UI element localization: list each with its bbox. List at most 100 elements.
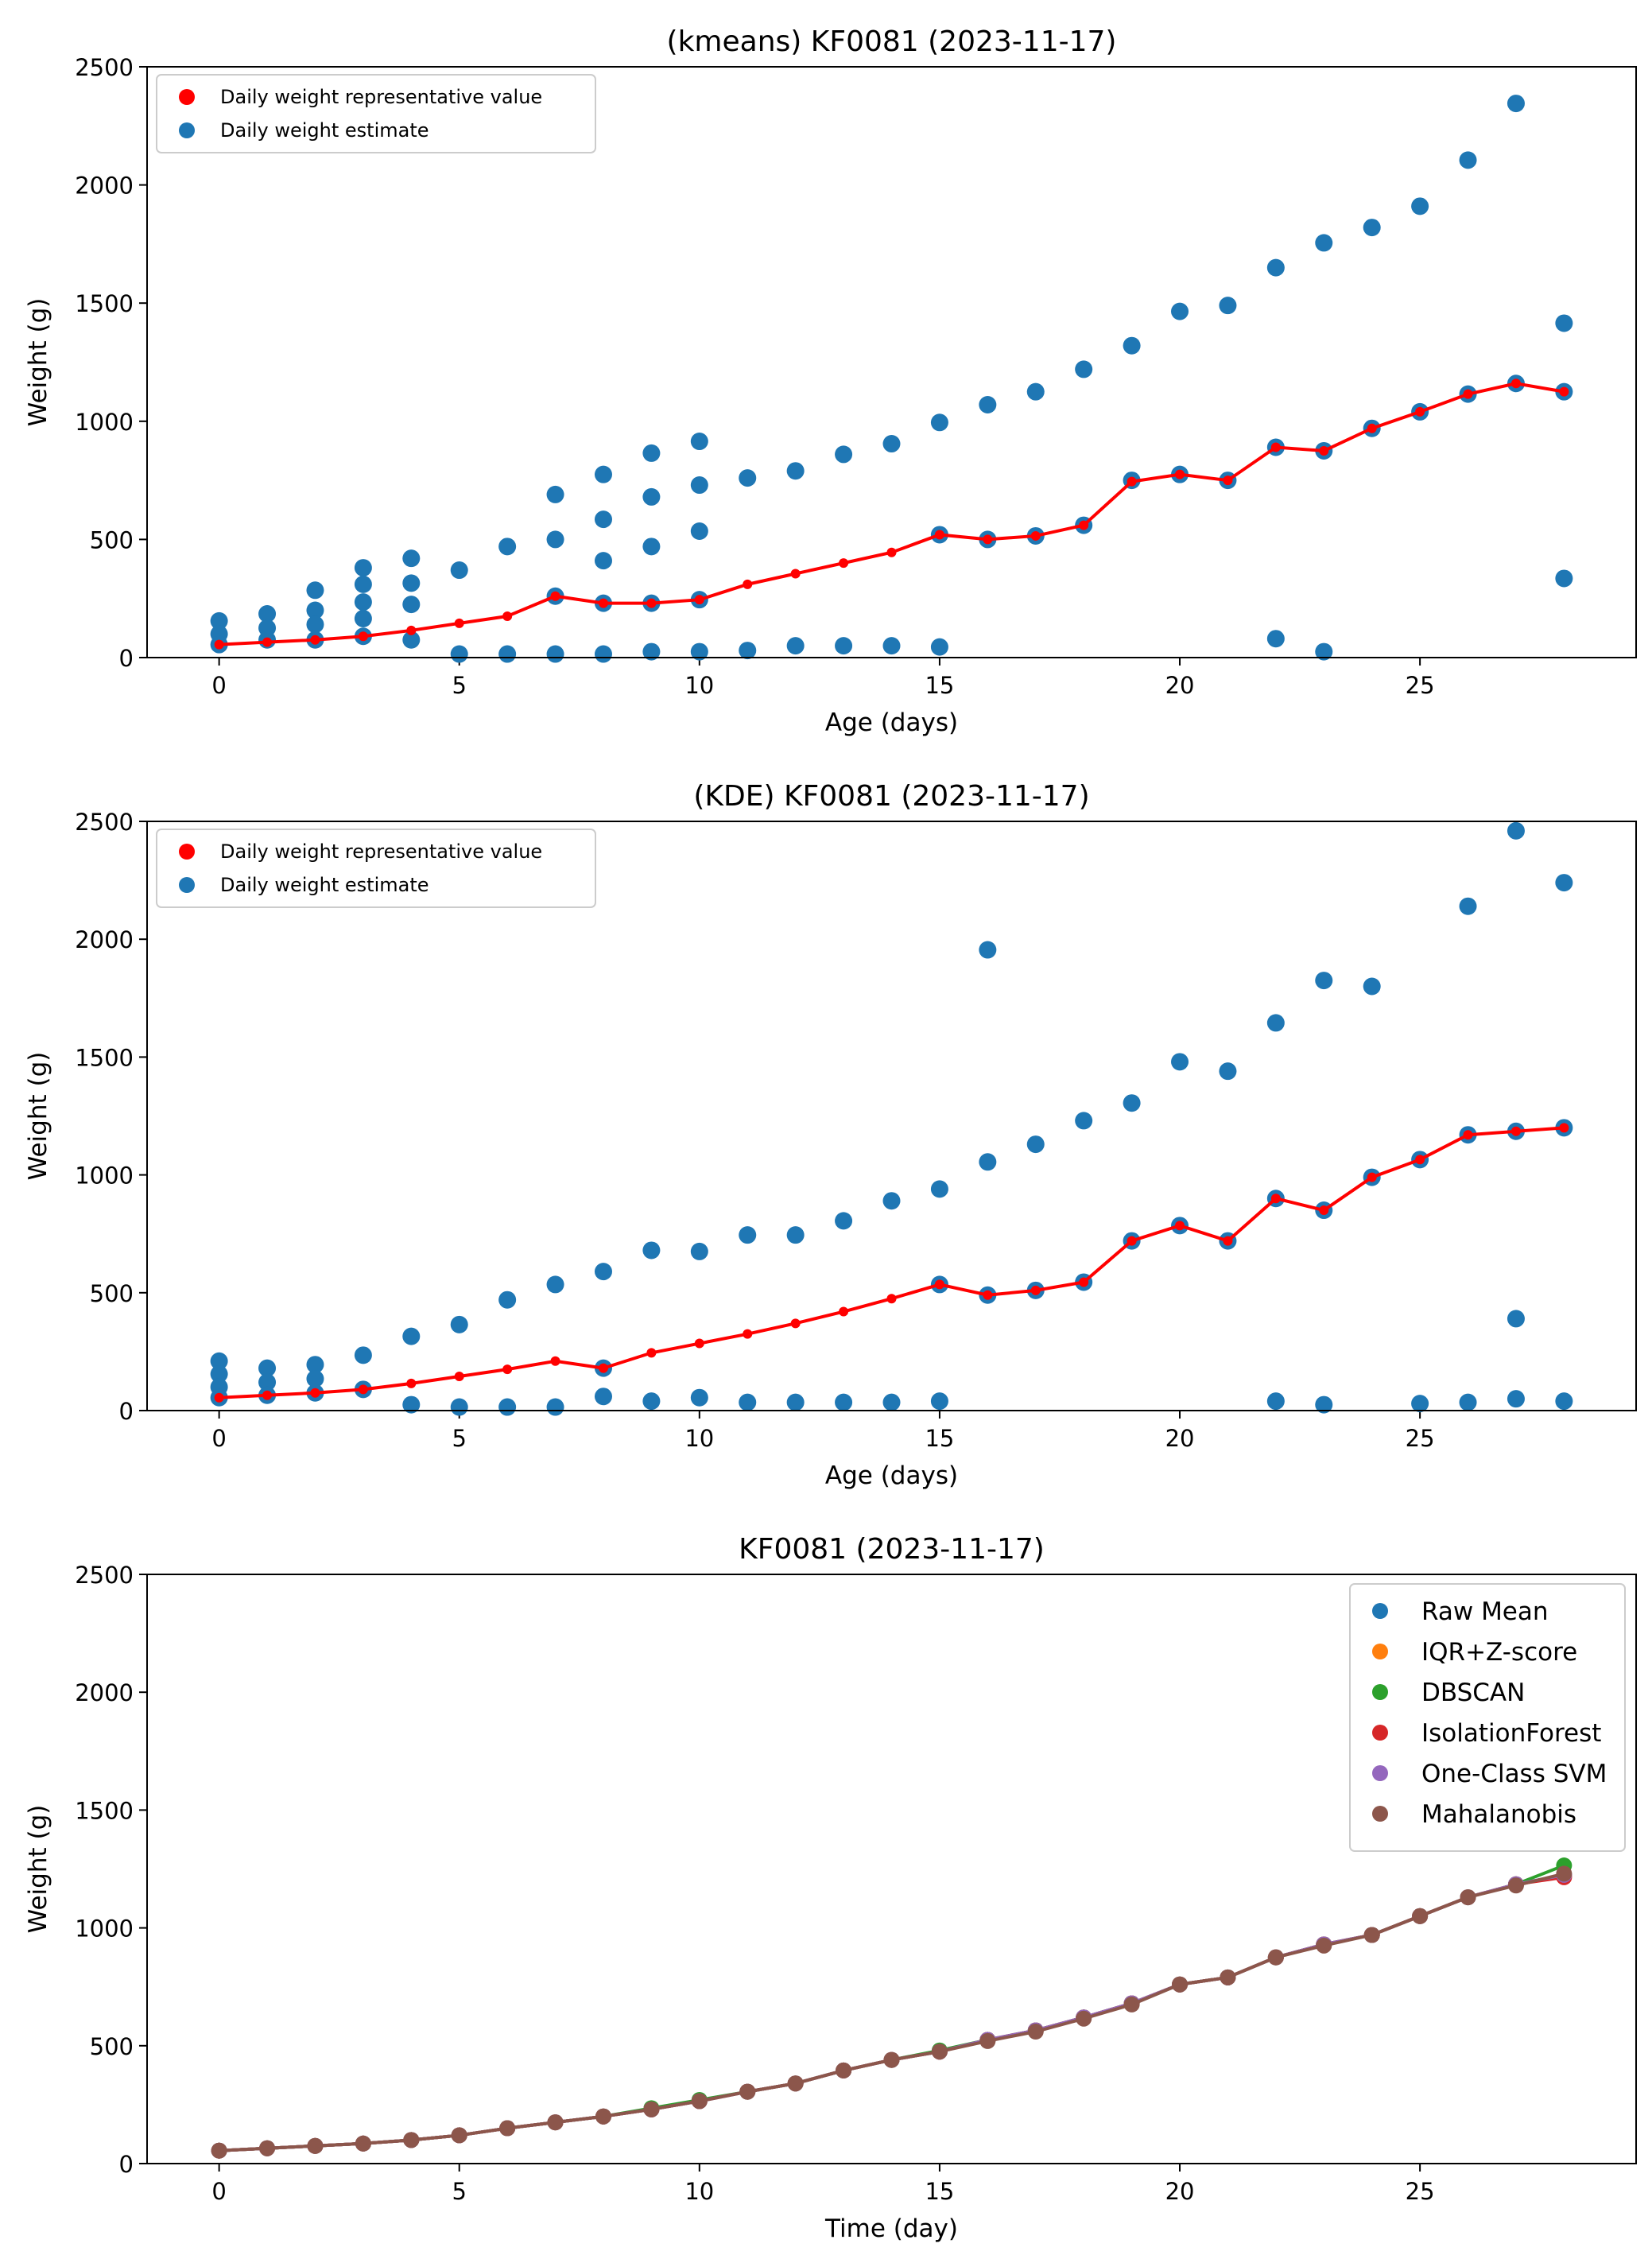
estimate-point: [594, 1388, 612, 1406]
series-point: [355, 2135, 371, 2152]
estimate-point: [306, 1356, 324, 1374]
series-dbscan: [211, 1857, 1573, 2159]
estimate-point: [498, 645, 517, 663]
legend-marker: [1372, 1684, 1388, 1700]
estimate-point: [594, 465, 612, 483]
estimate-point: [306, 1369, 324, 1388]
estimate-point: [690, 642, 708, 661]
estimate-point: [1459, 1393, 1477, 1411]
series-mahalanobis: [211, 1865, 1573, 2159]
representative-point: [310, 635, 320, 645]
estimate-point: [786, 637, 805, 655]
series-point: [1172, 1976, 1189, 1993]
legend-marker: [1372, 1725, 1388, 1741]
representative-point: [1223, 475, 1233, 486]
estimate-point: [739, 1226, 757, 1244]
representative-point: [694, 1338, 704, 1349]
estimate-point: [450, 1398, 468, 1416]
legend: Daily weight representative value Daily w…: [156, 74, 596, 153]
representative-point: [598, 1363, 608, 1373]
chart-title: (kmeans) KF0081 (2023-11-17): [667, 25, 1117, 58]
representative-line: [219, 1126, 1565, 1399]
plot-area: [210, 95, 1573, 663]
legend-box: [156, 74, 596, 153]
y-tick-label: 500: [90, 2033, 134, 2060]
estimate-point: [1219, 1062, 1237, 1081]
y-tick-label: 2500: [75, 809, 134, 836]
representative-point: [743, 579, 753, 589]
estimate-point: [306, 581, 324, 600]
series-point: [1027, 2024, 1044, 2040]
representative-point: [598, 598, 608, 608]
series-point: [1076, 2010, 1092, 2027]
series-point: [1412, 1908, 1429, 1924]
estimate-point: [1507, 95, 1525, 113]
estimate-point: [210, 1352, 228, 1370]
axes-frame: [146, 821, 1637, 1411]
x-tick-label: 15: [925, 672, 954, 699]
series-point: [259, 2140, 276, 2156]
representative-point: [1030, 1285, 1041, 1295]
estimate-point: [1459, 151, 1477, 169]
series-point: [1460, 1889, 1476, 1906]
estimate-point: [1026, 382, 1045, 401]
estimate-point: [1555, 1392, 1573, 1411]
estimate-point: [1171, 302, 1189, 320]
estimate-point: [402, 574, 421, 592]
estimate-point: [594, 1263, 612, 1281]
representative-point: [839, 1306, 849, 1317]
estimate-point: [258, 605, 277, 623]
estimate-point: [450, 645, 468, 663]
series-point: [739, 2083, 756, 2100]
x-axis-label: Time (day): [824, 2214, 958, 2243]
estimate-point: [1363, 219, 1381, 237]
legend-marker: [1372, 1644, 1388, 1659]
legend-box: [1349, 1583, 1626, 1852]
legend: Raw Mean IQR+Z-score DBSCAN IsolationForest…: [1349, 1583, 1626, 1852]
legend: Daily weight representative value Daily w…: [156, 829, 596, 908]
estimate-point: [450, 1315, 468, 1333]
x-tick-label: 0: [211, 2178, 226, 2205]
estimate-point: [210, 1365, 228, 1384]
estimate-point: [1507, 1390, 1525, 1408]
y-tick-label: 0: [119, 1398, 134, 1425]
representative-line: [219, 382, 1565, 646]
representative-point: [1463, 389, 1473, 399]
series-point: [1123, 1996, 1140, 2013]
y-axis-label: Weight (g): [24, 1052, 52, 1181]
series-line: [219, 1872, 1565, 2152]
representative-point: [1510, 1126, 1521, 1136]
representative-point: [983, 534, 993, 545]
estimate-point: [690, 476, 708, 495]
estimate-point: [786, 1226, 805, 1244]
plot-area: [210, 821, 1573, 1416]
estimate-point: [498, 538, 517, 556]
representative-point: [1079, 1277, 1089, 1287]
series-raw-mean: [211, 1866, 1573, 2159]
legend-box: [156, 829, 596, 908]
y-tick-label: 1500: [75, 1797, 134, 1824]
estimate-point: [979, 1153, 997, 1171]
y-tick-label: 2000: [75, 926, 134, 953]
y-axis-label: Weight (g): [24, 298, 52, 427]
estimate-point: [642, 642, 661, 661]
series-point: [547, 2114, 564, 2131]
legend-label: Daily weight representative value: [220, 86, 542, 108]
y-tick-label: 500: [90, 526, 134, 553]
representative-point: [502, 611, 513, 621]
series-point: [451, 2127, 467, 2144]
estimate-point: [786, 462, 805, 480]
y-tick-label: 0: [119, 2151, 134, 2178]
legend-marker: [1372, 1806, 1388, 1822]
representative-point: [790, 569, 801, 579]
representative-point: [646, 598, 657, 608]
representative-point: [1223, 1236, 1233, 1246]
y-tick-label: 1000: [75, 409, 134, 436]
estimate-point: [930, 1180, 948, 1198]
estimate-point: [1507, 1310, 1525, 1328]
representative-point: [262, 637, 273, 647]
representative-point: [1319, 1205, 1329, 1216]
representative-point: [1463, 1130, 1473, 1140]
estimate-point: [594, 510, 612, 529]
representative-point: [1270, 442, 1281, 452]
